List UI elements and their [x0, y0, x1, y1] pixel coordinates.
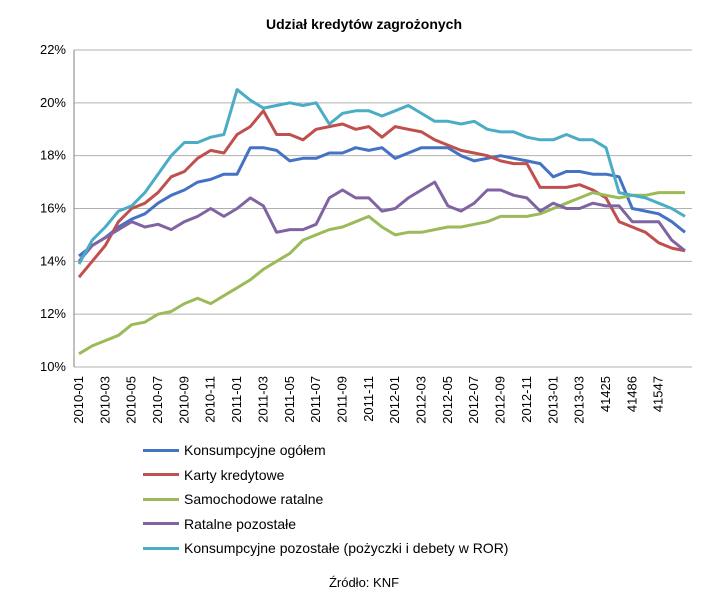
grid-layer — [73, 49, 692, 368]
series-line-3 — [78, 191, 685, 356]
legend-label: Konsumpcyjne pozostałe (pożyczki i debet… — [184, 540, 509, 557]
y-tick-label: 14% — [40, 253, 66, 268]
legend-item: Ratalne pozostałe — [143, 512, 508, 537]
series-layer — [77, 88, 686, 356]
legend-label: Karty kredytowe — [184, 466, 285, 483]
x-tick-label: 2012-03 — [414, 376, 429, 424]
legend-swatch — [143, 546, 179, 550]
y-tick-label: 18% — [40, 148, 66, 163]
x-tick-label: 2012-05 — [440, 376, 455, 424]
x-tick-label: 2011-11 — [361, 376, 376, 422]
x-axis-ticks: 2010-01 2010-03 2010-05 2010-07 2010-09 2010-… — [71, 376, 666, 424]
y-tick-label: 22% — [40, 42, 66, 57]
series-line-5 — [77, 88, 686, 265]
x-tick-label: 2011-05 — [282, 376, 297, 423]
x-tick-label: 2011-01 — [229, 376, 244, 423]
source-note: Źródło: KNF — [328, 575, 400, 590]
legend: Konsumpcyjne ogółem Karty kredytowe Samoch… — [143, 438, 508, 561]
legend-swatch — [143, 522, 179, 526]
legend-item: Samochodowe ratalne — [143, 487, 508, 512]
x-tick-label: 2010-09 — [176, 376, 191, 424]
x-tick-label: 2010-07 — [150, 376, 165, 424]
x-tick-label: 2010-03 — [97, 376, 112, 424]
legend-item: Konsumpcyjne pozostałe (pożyczki i debet… — [143, 536, 508, 561]
legend-label: Ratalne pozostałe — [184, 515, 297, 532]
x-tick-label: 2011-03 — [255, 376, 270, 423]
x-tick-label: 2013-03 — [572, 376, 587, 424]
x-tick-label: 2012-09 — [493, 376, 508, 424]
legend-label: Samochodowe ratalne — [184, 491, 324, 508]
x-tick-label: 2011-09 — [334, 376, 349, 423]
chart-title: Udział kredytów zagrożonych — [265, 16, 463, 32]
y-tick-label: 10% — [40, 359, 66, 374]
x-tick-label: 41425 — [598, 376, 613, 412]
legend-swatch — [143, 473, 179, 477]
series-line-1 — [78, 146, 686, 258]
x-tick-label: 41486 — [624, 376, 639, 412]
y-tick-label: 16% — [40, 201, 66, 216]
series-line-4 — [77, 180, 686, 263]
x-tick-label: 2012-01 — [387, 376, 402, 424]
legend-item: Karty kredytowe — [143, 463, 508, 488]
y-tick-label: 20% — [40, 95, 66, 110]
x-tick-label: 2010-01 — [71, 376, 86, 424]
y-tick-label: 12% — [40, 306, 66, 321]
x-tick-label: 2012-11 — [519, 376, 534, 423]
series-line-2 — [77, 109, 686, 279]
legend-swatch — [143, 448, 179, 452]
legend-swatch — [143, 497, 179, 501]
x-tick-label: 2011-07 — [308, 376, 323, 423]
x-tick-label: 2013-01 — [545, 376, 560, 424]
x-tick-label: 2012-07 — [466, 376, 481, 424]
x-tick-label: 2010-05 — [124, 376, 139, 424]
legend-item: Konsumpcyjne ogółem — [143, 438, 508, 463]
legend-label: Konsumpcyjne ogółem — [184, 442, 326, 459]
x-tick-label: 2010-11 — [203, 376, 218, 423]
x-tick-label: 41547 — [651, 376, 666, 412]
y-axis-ticks: 10% 12% 14% 16% 18% 20% 22% — [40, 42, 66, 374]
